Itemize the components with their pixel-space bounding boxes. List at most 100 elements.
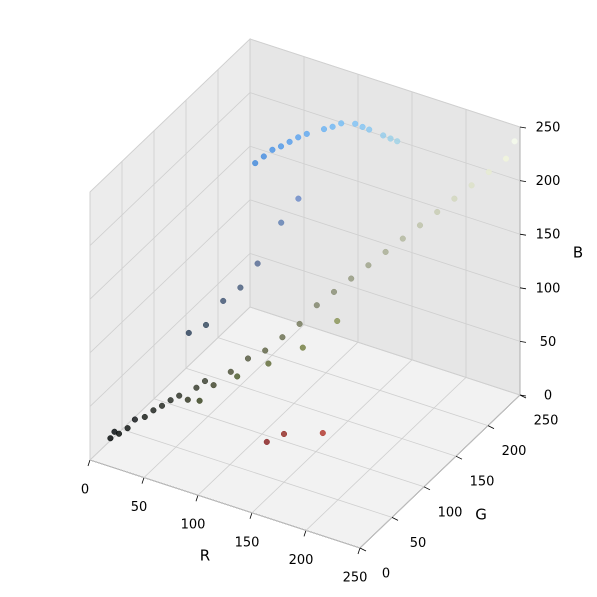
point (329, 123, 336, 130)
point (176, 392, 183, 399)
point (185, 329, 192, 336)
y-tick (423, 486, 431, 491)
point (295, 134, 302, 141)
z-tick-label: 250 (536, 121, 561, 136)
z-tick (519, 287, 527, 290)
point (254, 260, 261, 267)
point (262, 347, 269, 354)
y-tick-label: 100 (438, 505, 463, 520)
point (269, 146, 276, 153)
y-tick (487, 425, 495, 429)
x-tick-label: 250 (343, 571, 368, 586)
grid-line (249, 306, 521, 396)
point (468, 182, 475, 189)
point (193, 384, 200, 391)
y-tick (391, 517, 399, 521)
point (131, 416, 138, 423)
y-tick-label: 0 (382, 567, 390, 582)
point (330, 288, 338, 295)
point (244, 355, 252, 362)
grid-line (89, 199, 251, 354)
z-tick-label: 50 (540, 335, 557, 350)
point (124, 425, 131, 432)
point (348, 275, 355, 282)
x-tick (357, 547, 361, 555)
point (382, 248, 389, 255)
point (399, 235, 406, 242)
grid-line (249, 145, 521, 235)
grid-line (89, 253, 251, 407)
z-tick-label: 0 (544, 389, 552, 404)
point (184, 396, 191, 403)
z-tick (519, 126, 527, 129)
x-tick (303, 530, 307, 537)
point (334, 317, 341, 325)
point (167, 397, 174, 404)
point (313, 302, 320, 309)
grid-line (249, 253, 521, 342)
z-tick-label: 200 (536, 174, 561, 189)
point (237, 284, 244, 291)
grid-line (89, 459, 361, 549)
z-tick (519, 233, 527, 236)
point (296, 320, 303, 327)
point (263, 438, 270, 445)
x-tick-label: 200 (289, 553, 314, 568)
point (416, 222, 424, 229)
z-tick (519, 394, 527, 397)
point (359, 123, 366, 130)
grid-line (121, 429, 393, 518)
point (366, 126, 373, 133)
grid-line (197, 341, 359, 496)
grid-line (89, 92, 251, 246)
point (220, 297, 227, 304)
point (158, 402, 166, 409)
grid-line (89, 145, 251, 300)
point (150, 407, 157, 414)
point (234, 373, 241, 380)
grid-line (153, 398, 425, 488)
point (451, 195, 458, 202)
point (303, 130, 310, 137)
point (227, 368, 234, 375)
point (202, 321, 210, 329)
x-tick (249, 512, 253, 519)
z-tick (519, 341, 527, 343)
point (196, 397, 203, 404)
point (279, 334, 286, 341)
x-tick (87, 459, 91, 467)
point (265, 360, 272, 367)
x-tick-label: 0 (81, 483, 89, 498)
z-tick-label: 150 (536, 228, 561, 243)
z-tick (519, 180, 527, 182)
x-tick-label: 100 (181, 518, 206, 533)
point (511, 138, 518, 145)
point (252, 160, 259, 167)
x-axis-label: R (200, 547, 210, 565)
point (260, 153, 267, 160)
point (387, 135, 394, 142)
y-tick-label: 50 (410, 536, 427, 551)
x-tick-label: 50 (131, 500, 148, 515)
grid-line (89, 38, 251, 193)
y-tick-label: 200 (502, 444, 527, 459)
grid-line (251, 359, 413, 514)
point (201, 378, 209, 385)
point (295, 195, 302, 202)
x-tick (195, 495, 199, 502)
x-tick (141, 477, 145, 484)
point (277, 143, 285, 150)
grid-line (185, 367, 457, 457)
grid-line (249, 199, 521, 289)
point (278, 219, 285, 226)
y-axis-label: G (475, 506, 487, 524)
y-tick-label: 250 (534, 414, 559, 429)
point (434, 208, 441, 216)
x-tick-label: 150 (235, 535, 260, 550)
grid-line (143, 324, 305, 478)
point (107, 435, 114, 442)
point (286, 138, 293, 145)
point (141, 413, 148, 421)
point (280, 430, 288, 438)
